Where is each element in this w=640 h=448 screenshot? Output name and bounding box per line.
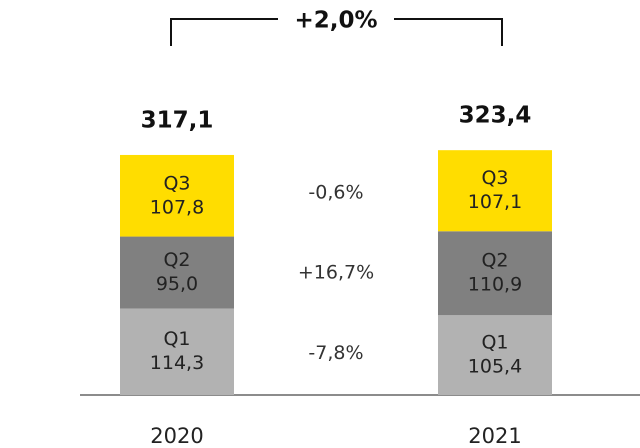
growth-label: -7,8% xyxy=(308,342,363,364)
bar-segment xyxy=(438,315,552,395)
x-tick-label: 2020 xyxy=(150,424,203,448)
segment-label: 107,1 xyxy=(468,191,522,213)
segment-name: Q3 xyxy=(481,167,508,189)
bar-segment xyxy=(438,231,552,316)
bar-segment xyxy=(120,154,234,237)
total-growth-label: +2,0% xyxy=(294,8,377,34)
segment-name: Q2 xyxy=(163,249,190,271)
bar-segment xyxy=(120,308,234,395)
bracket xyxy=(394,18,503,46)
segment-label: 105,4 xyxy=(468,356,522,378)
bar-segment xyxy=(120,236,234,309)
segment-name: Q2 xyxy=(481,250,508,272)
bar-segment xyxy=(438,150,552,232)
segment-label: 110,9 xyxy=(468,274,522,296)
segment-label: 114,3 xyxy=(150,352,204,374)
segment-name: Q1 xyxy=(481,332,508,354)
growth-label: -0,6% xyxy=(308,182,363,204)
total-label: 323,4 xyxy=(459,103,532,129)
segment-label: 107,8 xyxy=(150,196,204,218)
bracket xyxy=(170,18,278,46)
total-label: 317,1 xyxy=(141,107,214,133)
growth-label: +16,7% xyxy=(298,261,374,283)
segment-name: Q3 xyxy=(163,172,190,194)
segment-name: Q1 xyxy=(163,328,190,350)
x-tick-label: 2021 xyxy=(468,424,521,448)
segment-label: 95,0 xyxy=(156,273,198,295)
